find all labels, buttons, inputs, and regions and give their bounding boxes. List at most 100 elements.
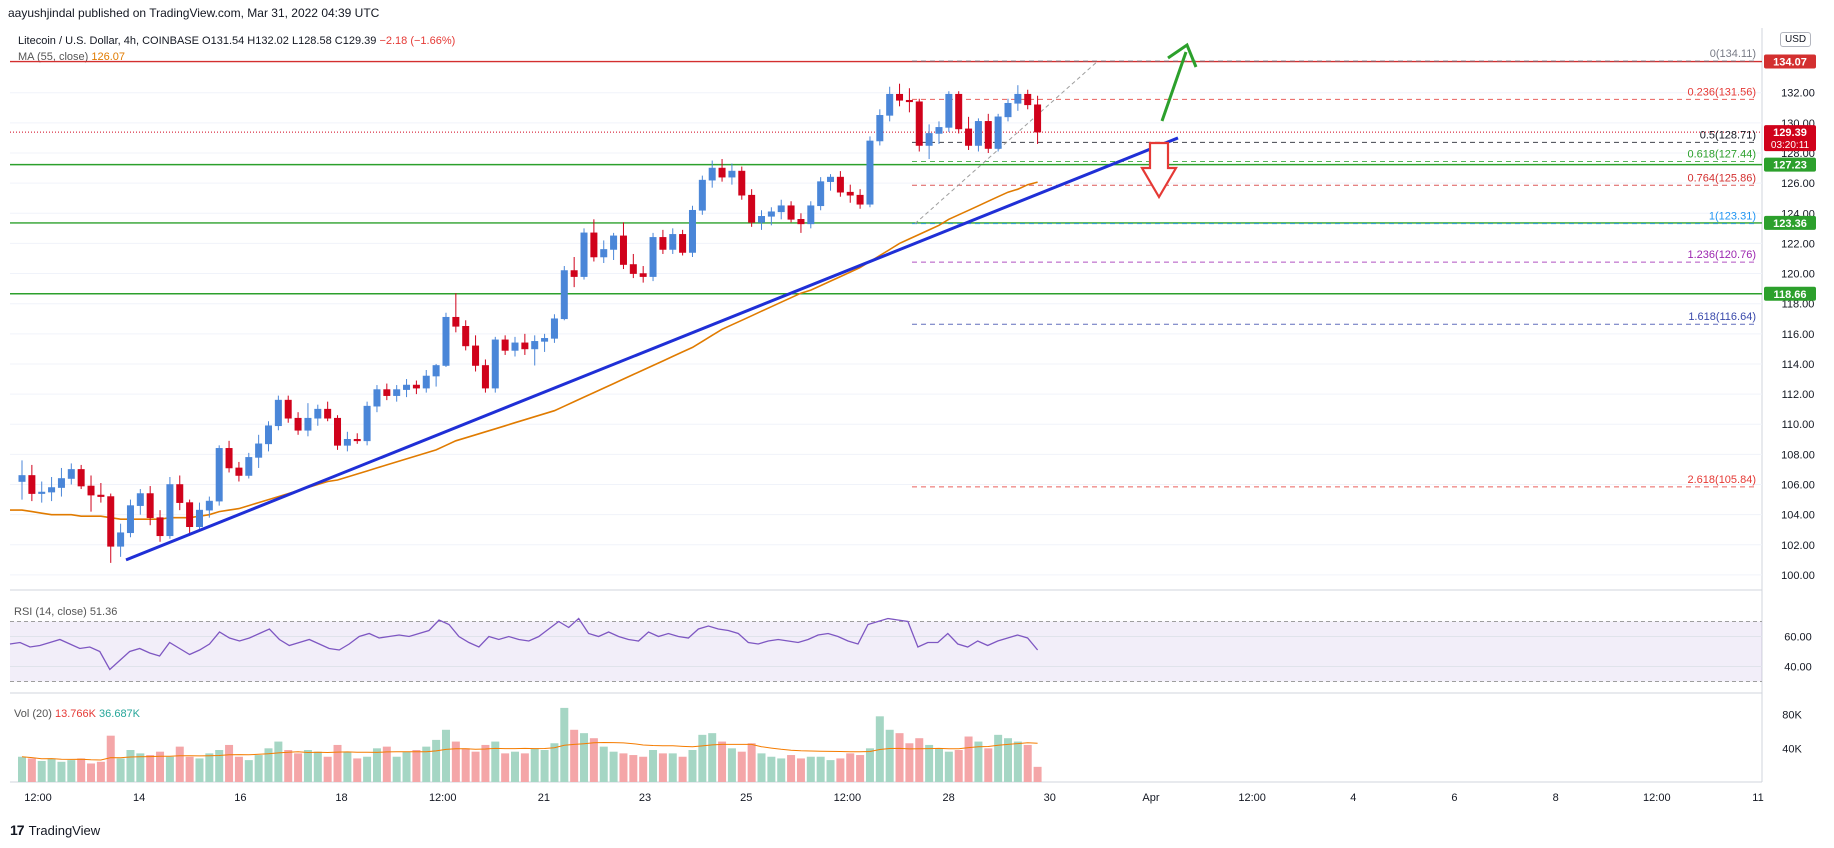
candle-up	[38, 491, 46, 494]
ohlc-close: C129.39	[334, 35, 377, 47]
volume-bar	[846, 753, 855, 782]
candle-up	[57, 478, 65, 488]
volume-bar	[333, 744, 342, 782]
candle-up	[274, 399, 282, 427]
candle-down	[225, 448, 233, 469]
volume-bar	[264, 748, 273, 782]
ma-legend-label: MA (55, close)	[18, 51, 89, 63]
up-arrow-icon	[1160, 51, 1188, 122]
price-tag	[1764, 286, 1816, 301]
volume-bar	[580, 733, 589, 782]
volume-bar	[570, 729, 579, 782]
candle-down	[984, 121, 992, 149]
rsi-legend[interactable]: RSI (14, close) 51.36	[14, 606, 117, 618]
volume-bar	[96, 761, 105, 782]
candle-down	[639, 273, 647, 277]
volume-bar	[727, 748, 736, 782]
candle-up	[255, 443, 263, 458]
candle-down	[738, 170, 746, 196]
candle-up	[728, 170, 736, 178]
volume-bar	[165, 756, 174, 782]
volume-bar	[649, 750, 658, 782]
volume-bar	[974, 741, 983, 782]
volume-bar	[353, 758, 362, 782]
ma-legend[interactable]: MA (55, close) 126.07	[18, 51, 125, 63]
volume-bar	[865, 748, 874, 782]
volume-bar	[589, 738, 598, 782]
trendline[interactable]	[125, 136, 1179, 562]
candle-down	[629, 264, 637, 274]
candle-down	[176, 484, 184, 503]
volume-bar	[1023, 744, 1032, 782]
time-tick-label: 12:00	[1238, 792, 1266, 804]
candle-down	[748, 194, 756, 223]
volume-bar	[47, 758, 56, 782]
volume-legend-value1: 13.766K	[54, 708, 96, 720]
volume-bar	[511, 751, 519, 782]
candle-down	[472, 345, 480, 366]
volume-bar	[668, 753, 677, 782]
time-tick-label: 12:00	[1643, 792, 1671, 804]
candle-down	[659, 237, 667, 250]
time-tick-label: 21	[538, 792, 550, 804]
volume-bar	[372, 748, 381, 782]
volume-bar	[87, 763, 96, 782]
ohlc-high: H132.02	[247, 35, 289, 47]
volume-bar	[432, 739, 441, 782]
footer-brand-name: TradingView	[28, 822, 101, 838]
candle-up	[876, 115, 884, 142]
candle-down	[324, 408, 332, 419]
volume-bar	[382, 746, 391, 782]
volume-bar	[471, 751, 480, 782]
candle-up	[511, 342, 519, 351]
volume-bar	[392, 756, 401, 782]
tradingview-footer[interactable]: 17 TradingView	[10, 822, 100, 838]
volume-bar	[175, 746, 184, 782]
fib-anchor-line	[914, 60, 1099, 225]
candle-up	[343, 439, 351, 446]
ohlc-open: O131.54	[202, 35, 245, 47]
time-axis[interactable]: 12:00 14 16 18 12:00 21 23 25 12:00 28 30 Apr 12:00 4…	[24, 792, 1763, 804]
candle-up	[393, 389, 401, 396]
candle-down	[87, 485, 95, 496]
price-tick-label: 110.00	[1782, 419, 1815, 431]
candle-up	[974, 121, 982, 146]
price-tag-label: 123.36	[1773, 218, 1807, 230]
volume-legend[interactable]: Vol (20) 13.766K 36.687K	[14, 708, 140, 720]
volume-bar	[826, 760, 835, 782]
time-tick-label: 11	[1752, 792, 1763, 804]
ma-legend-value: 126.07	[91, 51, 126, 63]
candle-down	[186, 502, 194, 528]
volume-bar	[343, 751, 352, 782]
candle-up	[777, 205, 785, 213]
volume-bar	[205, 753, 214, 782]
time-tick-label: 25	[740, 792, 752, 804]
candle-up	[817, 181, 825, 207]
candle-down	[97, 494, 105, 497]
volume-bar	[441, 729, 450, 782]
volume-tick-label: 80K	[1782, 710, 1802, 722]
candle-up	[117, 532, 125, 547]
candle-up	[363, 405, 371, 442]
candle-down	[797, 219, 805, 225]
time-tick-label: 12:00	[24, 792, 52, 804]
candle-down	[679, 234, 687, 253]
fib-retracement: 0(134.11) 0.236(131.56) 0.5(128.71) 0.618(1…	[912, 48, 1756, 488]
symbol-name[interactable]: Litecoin / U.S. Dollar, 4h, COINBASE	[18, 35, 199, 47]
candle-down	[284, 399, 292, 419]
volume-bar	[550, 743, 559, 782]
volume-bar	[313, 751, 322, 782]
candle-down	[836, 176, 844, 193]
ascending-support-trendline	[125, 136, 1179, 562]
candle-down	[521, 342, 529, 350]
volume-bar	[806, 756, 815, 782]
volume-bar	[501, 753, 510, 782]
candle-down	[412, 384, 420, 389]
currency-badge[interactable]: USD	[1780, 32, 1812, 47]
volume-bar	[402, 751, 411, 782]
volume-bar	[787, 755, 796, 782]
volume-bar	[126, 750, 135, 782]
volume-bar	[609, 751, 618, 782]
down-arrow-icon	[1140, 141, 1178, 200]
